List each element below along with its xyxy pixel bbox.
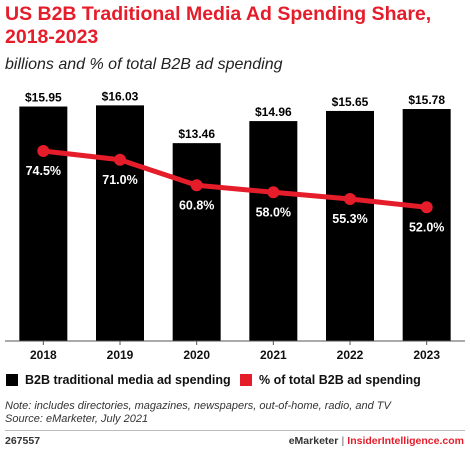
bar-2018	[19, 106, 68, 341]
share-point-2020	[190, 179, 203, 192]
source-text: Source: eMarketer, July 2021	[5, 413, 149, 425]
x-tick-label-2019: 2019	[107, 348, 134, 362]
chart-title: US B2B Traditional Media Ad Spending Sha…	[5, 3, 432, 48]
x-tick-label-2021: 2021	[260, 348, 287, 362]
share-label-2022: 55.3%	[332, 212, 367, 226]
legend-label-line: % of total B2B ad spending	[259, 373, 421, 387]
share-label-2018: 74.5%	[26, 164, 61, 178]
footer-divider	[5, 430, 465, 431]
brand-credit: eMarketer | InsiderIntelligence.com	[289, 435, 464, 447]
share-point-2019	[114, 153, 126, 166]
legend-label-bars: B2B traditional media ad spending	[25, 373, 231, 387]
bar-label-2022: $15.65	[332, 95, 369, 109]
bar-label-2018: $15.95	[25, 91, 62, 105]
bar-2019	[96, 105, 144, 341]
share-point-2022	[344, 193, 356, 205]
x-tick-label-2023: 2023	[413, 348, 440, 362]
bar-2022	[326, 110, 374, 341]
share-label-2020: 60.8%	[179, 198, 214, 212]
note-text: Note: includes directories, magazines, n…	[5, 400, 391, 412]
brand-emarketer: eMarketer	[288, 435, 339, 447]
x-tick-label-2022: 2022	[337, 348, 364, 362]
share-point-2018	[37, 145, 50, 157]
bar-label-2019: $16.03	[102, 89, 139, 103]
share-point-2021	[267, 186, 280, 199]
combo-chart: $15.95 2018 $16.03 2019 $13.46 2020 $14.96 2021…	[5, 89, 465, 362]
share-line	[40, 148, 430, 210]
bar-label-2021: $14.96	[255, 105, 292, 119]
legend-swatch-line	[240, 374, 252, 386]
bar-label-2020: $13.46	[178, 127, 215, 141]
chart-notes: Note: includes directories, magazines, n…	[5, 400, 391, 426]
share-label-2023: 52.0%	[409, 220, 444, 234]
share-point-2023	[420, 201, 433, 214]
share-label-2021: 58.0%	[256, 205, 291, 219]
share-label-2019: 71.0%	[102, 173, 137, 187]
x-tick-label-2018: 2018	[30, 348, 57, 362]
brand-separator: |	[341, 435, 345, 447]
bar-2020	[172, 143, 221, 341]
chart-id: 267557	[5, 435, 41, 447]
legend-item-line: % of total B2B ad spending	[240, 373, 421, 387]
legend-item-bars: B2B traditional media ad spending	[6, 373, 231, 387]
brand-insider-intelligence: InsiderIntelligence.com	[347, 435, 464, 447]
x-tick-label-2020: 2020	[183, 348, 210, 362]
bar-2023	[402, 109, 451, 341]
bar-label-2023: $15.78	[408, 93, 445, 107]
chart-subtitle: billions and % of total B2B ad spending	[5, 56, 283, 73]
legend-swatch-bars	[6, 374, 18, 386]
bar-2021	[249, 121, 298, 341]
